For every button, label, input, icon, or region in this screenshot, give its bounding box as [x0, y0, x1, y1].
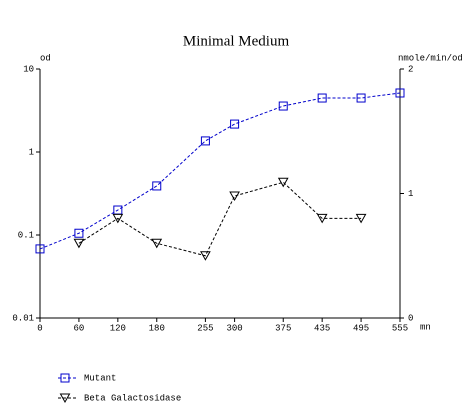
x-tick-label: 60: [74, 323, 85, 333]
marker: [35, 244, 45, 254]
marker: [230, 119, 240, 129]
y2-tick-label: 1: [408, 189, 413, 199]
marker: [200, 251, 211, 261]
y-tick-label: 1: [29, 147, 34, 157]
marker: [278, 101, 288, 111]
y-tick-label: 0.01: [12, 313, 34, 323]
x-tick-label: 375: [275, 323, 291, 333]
x-tick-label: 495: [353, 323, 369, 333]
y-tick-label: 0.1: [18, 230, 34, 240]
marker: [317, 93, 327, 103]
x-axis-label: mn: [420, 322, 431, 332]
y2-tick-label: 0: [408, 313, 413, 323]
legend-label: Beta Galactosidase: [84, 393, 181, 403]
series-line: [78, 181, 362, 257]
marker: [60, 373, 70, 383]
x-tick-label: 180: [149, 323, 165, 333]
marker: [395, 88, 405, 98]
marker: [316, 213, 328, 224]
x-tick-label: 555: [392, 323, 408, 333]
marker: [355, 213, 367, 224]
marker: [152, 181, 162, 191]
marker: [73, 238, 85, 249]
y2-axis-label: nmole/min/od: [398, 53, 463, 63]
marker: [74, 228, 84, 238]
x-tick-label: 120: [110, 323, 126, 333]
marker: [200, 136, 210, 146]
y-axis-label: od: [40, 53, 51, 63]
x-tick-label: 0: [37, 323, 42, 333]
chart-title: Minimal Medium: [183, 33, 290, 49]
x-tick-label: 255: [197, 323, 213, 333]
y-tick-label: 10: [23, 64, 34, 74]
x-tick-label: 300: [226, 323, 242, 333]
legend-label: Mutant: [84, 373, 116, 383]
marker: [356, 93, 366, 103]
marker: [151, 238, 163, 249]
marker: [229, 191, 240, 202]
y2-tick-label: 2: [408, 64, 413, 74]
x-tick-label: 435: [314, 323, 330, 333]
marker: [59, 393, 71, 404]
series-line: [39, 92, 401, 250]
marker: [112, 213, 124, 224]
marker: [277, 177, 289, 188]
